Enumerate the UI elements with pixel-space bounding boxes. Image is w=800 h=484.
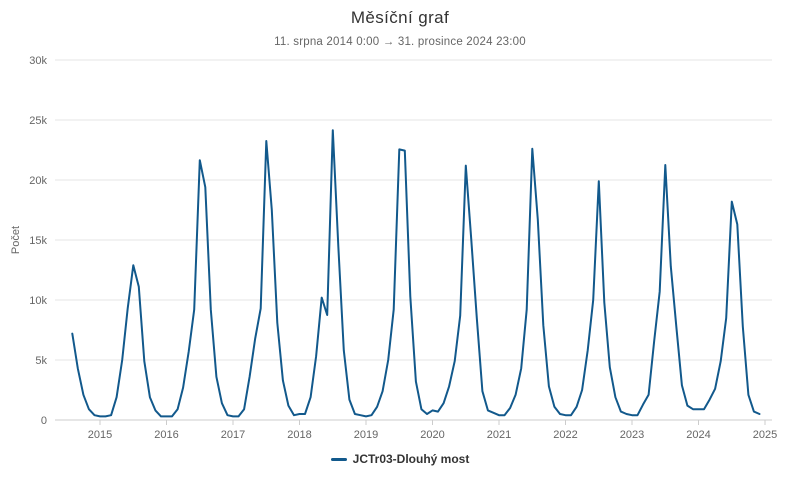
x-tick-label: 2024 <box>686 429 710 441</box>
legend: JCTr03-Dlouhý most <box>0 452 800 466</box>
legend-line-marker <box>330 457 347 461</box>
y-tick-label: 10k <box>29 295 47 307</box>
x-tick-label: 2025 <box>753 429 777 441</box>
x-tick-label: 2017 <box>221 429 245 441</box>
y-tick-label: 25k <box>29 115 47 127</box>
y-tick-label: 15k <box>29 235 47 247</box>
y-tick-label: 0 <box>41 415 47 427</box>
x-tick-label: 2019 <box>354 429 378 441</box>
legend-label: JCTr03-Dlouhý most <box>352 452 470 466</box>
y-tick-label: 30k <box>29 55 47 67</box>
series-line <box>71 129 761 418</box>
x-tick-label: 2016 <box>154 429 178 441</box>
x-tick-label: 2015 <box>88 429 112 441</box>
y-tick-label: 20k <box>29 175 47 187</box>
x-tick-label: 2021 <box>487 429 511 441</box>
chart-title: Měsíční graf <box>350 8 450 27</box>
chart-subtitle: 11. srpna 2014 0:00 → 31. prosince 2024 … <box>274 36 526 48</box>
y-tick-label: 5k <box>35 355 47 367</box>
x-tick-label: 2023 <box>620 429 644 441</box>
x-tick-label: 2022 <box>553 429 577 441</box>
x-tick-label: 2018 <box>287 429 311 441</box>
x-tick-label: 2020 <box>420 429 444 441</box>
y-axis-title: Počet <box>10 225 22 255</box>
legend-item[interactable]: JCTr03-Dlouhý most <box>330 452 470 466</box>
